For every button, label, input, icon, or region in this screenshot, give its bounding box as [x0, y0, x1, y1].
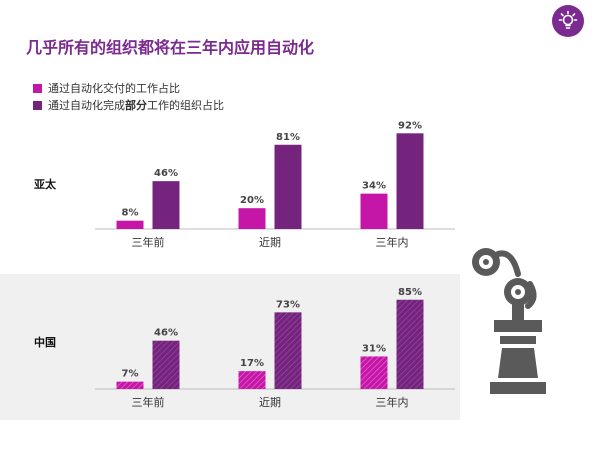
- data-label: 8%: [122, 208, 139, 219]
- bar-series-1: [116, 220, 144, 229]
- category-label: 三年内: [376, 235, 409, 249]
- bar-series-1: [238, 208, 266, 229]
- bar-series-2: [396, 299, 424, 389]
- bar-series-2: [274, 312, 302, 389]
- bar-series-2: [396, 133, 424, 229]
- category-label: 近期: [259, 236, 281, 249]
- bar-series-2: [274, 144, 302, 229]
- data-label: 7%: [122, 369, 139, 380]
- bar-series-1: [238, 371, 266, 389]
- data-label: 34%: [362, 181, 386, 192]
- lightbulb-badge: [552, 5, 584, 37]
- legend-swatch: [33, 83, 42, 93]
- data-label: 73%: [276, 299, 300, 310]
- data-label: 46%: [154, 328, 178, 339]
- bar-series-2: [152, 181, 180, 229]
- bar-series-1: [116, 381, 144, 389]
- category-label: 三年前: [132, 235, 165, 249]
- data-label: 85%: [398, 287, 422, 298]
- data-label: 92%: [398, 120, 422, 131]
- robot-arm-icon: [472, 248, 546, 394]
- region-label-apac: 亚太: [34, 178, 56, 191]
- chart-apac: 8% 46% 三年前 20% 81% 近期 34% 92% 三年内: [95, 120, 455, 249]
- lightbulb-icon: [558, 10, 578, 29]
- legend-item-automation-work: 通过自动化交付的工作占比: [33, 81, 180, 95]
- legend-label: 通过自动化完成部分工作的组织占比: [48, 99, 224, 112]
- bar-series-1: [360, 193, 388, 229]
- data-label: 20%: [240, 195, 264, 206]
- category-label: 近期: [259, 396, 281, 409]
- bar-series-2: [152, 340, 180, 389]
- legend-label: 通过自动化交付的工作占比: [48, 82, 180, 95]
- category-label: 三年前: [132, 395, 165, 409]
- data-label: 31%: [362, 343, 386, 354]
- data-label: 46%: [154, 168, 178, 179]
- data-label: 17%: [240, 358, 264, 369]
- bar-series-1: [360, 356, 388, 389]
- chart-china: 7% 46% 三年前 17% 73% 近期 31% 85% 三年内: [95, 287, 455, 409]
- legend-swatch: [33, 100, 42, 110]
- category-label: 三年内: [376, 395, 409, 409]
- china-section-background: [0, 274, 460, 420]
- region-label-china: 中国: [34, 336, 56, 349]
- page-title: 几乎所有的组织都将在三年内应用自动化: [26, 38, 315, 57]
- legend-item-partial-automation-orgs: 通过自动化完成部分工作的组织占比: [33, 98, 224, 112]
- data-label: 81%: [276, 132, 300, 143]
